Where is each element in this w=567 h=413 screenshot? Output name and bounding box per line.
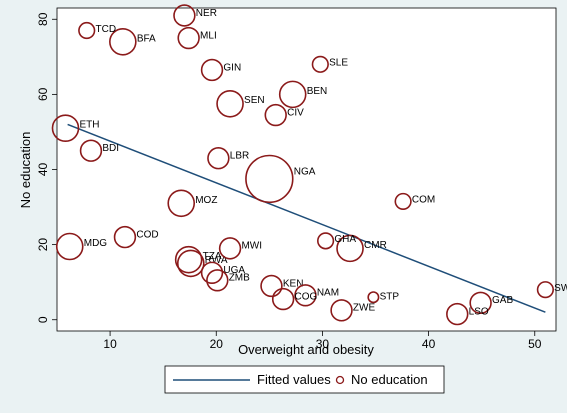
y-tick-label: 20: [36, 238, 50, 252]
data-point: [206, 269, 229, 292]
data-point: [367, 291, 380, 304]
point-label: TZA: [203, 251, 222, 262]
point-label: NAM: [317, 288, 339, 299]
y-tick-label: 80: [36, 12, 50, 26]
point-label: KEN: [283, 278, 304, 289]
data-point: [264, 103, 287, 127]
point-label: COD: [136, 229, 158, 240]
point-label: BDI: [102, 143, 119, 154]
data-point: [469, 291, 492, 315]
point-label: TCD: [96, 24, 117, 35]
data-point: [271, 287, 295, 311]
data-point: [317, 232, 335, 250]
y-tick-label: 60: [36, 87, 50, 101]
data-point: [294, 284, 317, 307]
point-label: STP: [380, 291, 400, 302]
data-point: [177, 26, 200, 50]
x-tick-label: 20: [210, 337, 224, 351]
x-axis: 10 20 30 40 50: [103, 331, 542, 351]
data-point: [109, 28, 137, 56]
data-point: [174, 245, 203, 274]
point-label: MDG: [84, 238, 108, 249]
data-point: [311, 55, 329, 73]
data-point: [245, 154, 294, 204]
plot-area: [56, 7, 557, 332]
data-point: [113, 225, 137, 249]
data-point: [78, 21, 96, 40]
point-label: ETH: [79, 120, 99, 131]
point-label: MOZ: [195, 195, 217, 206]
x-tick-label: 30: [316, 337, 330, 351]
x-tick-label: 50: [528, 337, 542, 351]
point-label: CIV: [287, 107, 304, 118]
data-point: [336, 234, 364, 263]
point-label: SWZ: [554, 283, 567, 294]
data-point: [216, 89, 244, 118]
data-point: [167, 189, 196, 218]
data-point: [394, 192, 412, 211]
data-point: [218, 237, 242, 260]
y-axis: 0 20 40 60 80: [36, 12, 57, 323]
point-label: SLE: [329, 58, 348, 69]
legend-line-label: Fitted values: [257, 372, 331, 387]
point-label: NER: [196, 8, 217, 19]
point-label: SEN: [244, 95, 265, 106]
data-point: [446, 302, 469, 326]
data-point: [200, 58, 224, 82]
point-label: COM: [412, 195, 435, 206]
data-point: [55, 232, 84, 261]
point-label: ZWE: [353, 303, 376, 314]
point-label: GAB: [492, 295, 513, 306]
data-point: [536, 281, 554, 299]
point-label: BFA: [137, 33, 156, 44]
point-label: MWI: [241, 241, 262, 252]
fitted-line-group: [67, 123, 546, 313]
point-label: COG: [295, 291, 318, 302]
x-tick-label: 40: [422, 337, 436, 351]
x-tick-label: 10: [103, 337, 117, 351]
point-label: UGA: [223, 265, 245, 276]
point-label: GIN: [223, 62, 241, 73]
x-axis-title: Overweight and obesity: [238, 342, 374, 357]
y-tick-label: 40: [36, 163, 50, 177]
data-point: [79, 139, 103, 162]
data-point: [330, 299, 353, 322]
fitted-line: [67, 123, 546, 313]
data-point: [278, 80, 307, 109]
legend-marker-swatch: [335, 375, 345, 385]
point-label: NGA: [294, 167, 316, 178]
point-label: RWA: [205, 255, 228, 266]
data-point: [200, 261, 224, 284]
point-label: LSO: [469, 306, 489, 317]
point-label: CMR: [364, 240, 387, 251]
point-label: GHA: [334, 234, 356, 245]
data-point: [176, 249, 205, 278]
legend-marker-label: No education: [351, 372, 428, 387]
point-label: ZMB: [229, 273, 250, 284]
data-point: [173, 4, 196, 27]
data-point: [260, 274, 283, 298]
data-point: [207, 147, 230, 170]
legend: Fitted values No education: [164, 365, 445, 394]
data-point: [51, 114, 80, 142]
y-axis-title: No education: [18, 132, 33, 209]
point-label: BEN: [307, 86, 328, 97]
point-label: LBR: [230, 151, 249, 162]
point-label: MLI: [200, 30, 217, 41]
y-tick-label: 0: [36, 316, 50, 323]
